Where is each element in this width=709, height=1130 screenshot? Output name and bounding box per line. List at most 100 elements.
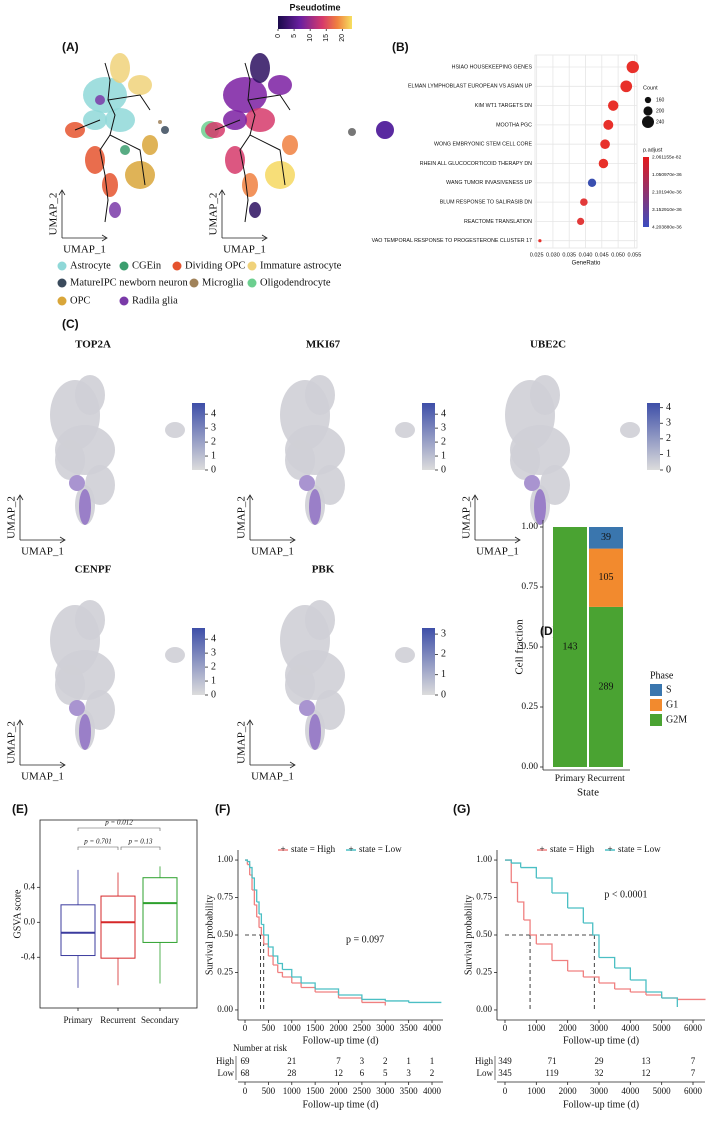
umap-cluster — [348, 128, 356, 136]
risk-count: 28 — [287, 1068, 297, 1078]
axis-arrow — [514, 536, 521, 544]
x-tick-label: 2500 — [353, 1023, 372, 1033]
legend-swatch — [57, 278, 67, 288]
risk-title: Number at risk — [233, 1043, 287, 1053]
survival-step — [661, 997, 678, 1007]
y-tick-label: 0.4 — [24, 881, 36, 891]
x-tick-label: 2000 — [330, 1023, 349, 1033]
risk-count: 1 — [430, 1056, 435, 1066]
colorbar-tick-label: 2 — [441, 649, 446, 660]
colorbar-tick-label: 0 — [441, 464, 446, 475]
x-tick-label: 0.030 — [546, 252, 560, 258]
survival-step — [598, 956, 616, 968]
legend-label: 200 — [656, 108, 665, 114]
survival-step — [263, 934, 270, 947]
risk-count: 69 — [241, 1056, 251, 1066]
survival-step — [504, 859, 512, 883]
umap-cells — [534, 489, 546, 525]
x-tick-label: 0.025 — [530, 252, 544, 258]
legend-label: Dividing OPC — [185, 260, 245, 271]
term-label: RHEIN ALL GLUCOCORTICOID THERAPY DN — [420, 161, 532, 167]
colorbar — [422, 403, 435, 470]
umap-cells — [299, 475, 315, 491]
count-label: 39 — [601, 532, 611, 543]
y-tick-label: 0.25 — [521, 702, 538, 712]
umap-cluster — [110, 53, 130, 83]
umap-cluster — [265, 161, 295, 189]
survival-step — [630, 979, 647, 992]
box — [60, 904, 96, 957]
survival-step — [614, 967, 631, 980]
term-label: WANG TUMOR INVASIVENESS UP — [446, 180, 532, 186]
risk-count: 12 — [641, 1068, 650, 1078]
p-value: p = 0.701 — [83, 838, 111, 846]
term-label: VAO TEMPORAL RESPONSE TO PROGESTERONE CL… — [372, 238, 532, 244]
umap-cells — [75, 375, 105, 415]
umap-cluster — [250, 53, 270, 83]
x-tick-label: Secondary — [141, 1015, 179, 1025]
survival-step — [520, 866, 537, 879]
x-tick-label: 3000 — [376, 1086, 395, 1096]
survival-step — [592, 934, 600, 958]
umap-cells — [79, 714, 91, 750]
legend-plus: + — [539, 844, 544, 854]
trajectory — [74, 119, 101, 131]
x-tick-label: 2000 — [559, 1086, 578, 1096]
axis-arrow — [289, 761, 296, 769]
legend-title: Phase — [650, 670, 674, 681]
survival-step — [282, 976, 293, 983]
x-tick-label: 2500 — [353, 1086, 372, 1096]
axis-arrow — [58, 189, 66, 196]
colorbar-tick-label: 0 — [211, 464, 216, 475]
umap-cluster — [142, 135, 158, 155]
bracket — [77, 846, 119, 850]
y-tick-label: 0.75 — [217, 892, 233, 902]
size-key — [643, 106, 653, 116]
x-tick-label: 1000 — [283, 1023, 302, 1033]
survival-step — [301, 982, 316, 989]
survival-step — [268, 955, 274, 965]
box — [142, 877, 178, 943]
colorbar-tick-label: 10 — [307, 34, 314, 42]
colorbar-tick-label: 2 — [441, 436, 446, 447]
y-tick-label: 0.25 — [217, 967, 233, 977]
legend-swatch — [172, 261, 182, 271]
legend-label: state = High — [291, 844, 336, 854]
y-tick-label: 0.50 — [476, 929, 492, 939]
p-value: p = 0.13 — [128, 838, 153, 846]
plot-frame — [39, 819, 198, 1009]
legend-swatch — [189, 278, 199, 288]
x-tick-label: Recurrent — [587, 774, 625, 784]
legend-label: Astrocyte — [70, 260, 111, 271]
colorbar — [643, 157, 649, 227]
umap-y-label: UMAP_2 — [6, 496, 18, 539]
risk-count: 2 — [383, 1056, 388, 1066]
x-tick-label: 2000 — [559, 1023, 578, 1033]
colorbar-tick-label: 0 — [275, 34, 282, 38]
legend-swatch — [650, 684, 662, 696]
umap-cells — [55, 665, 85, 705]
umap-cluster — [242, 173, 258, 197]
legend-label: G2M — [666, 714, 687, 725]
legend-label: state = Low — [618, 844, 661, 854]
colorbar — [192, 403, 205, 470]
dot — [577, 217, 585, 226]
risk-count: 7 — [691, 1068, 696, 1078]
panel-label: (C) — [62, 317, 79, 331]
umap-cells — [299, 700, 315, 716]
axis-arrow — [246, 719, 254, 726]
survival-step — [551, 959, 569, 971]
colorbar — [278, 16, 352, 29]
x-tick-label: Recurrent — [100, 1015, 136, 1025]
colorbar-tick-label: 0 — [441, 689, 446, 700]
y-tick-label: 0.50 — [217, 929, 233, 939]
y-tick-label: 0.75 — [521, 582, 538, 592]
dot — [580, 198, 588, 206]
survival-step — [268, 946, 274, 956]
legend-swatch — [247, 261, 257, 271]
colorbar-tick-label: 3 — [666, 418, 671, 429]
x-tick-label: 0 — [503, 1086, 508, 1096]
colorbar-tick-label: 4.203880e-36 — [652, 224, 682, 230]
colorbar-title: Pseudotime — [289, 2, 340, 12]
x-tick-label: 0.035 — [562, 252, 576, 258]
